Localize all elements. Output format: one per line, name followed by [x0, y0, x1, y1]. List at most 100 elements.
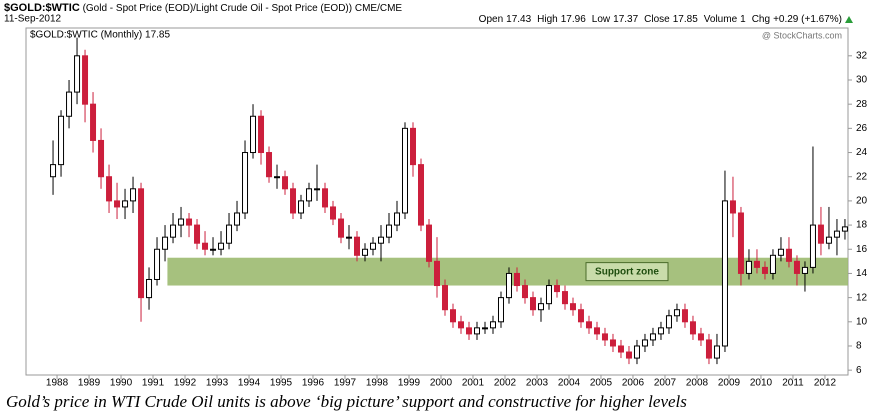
candle-body [441, 285, 448, 311]
candle-body [234, 212, 241, 226]
quote-label: High [537, 14, 558, 25]
x-tick-label: 2006 [622, 378, 645, 389]
candle-body [785, 248, 792, 262]
x-tick-label: 2007 [654, 378, 677, 389]
candle-body [641, 339, 648, 347]
quote-label: Low [592, 14, 611, 25]
quote: Open 17.43 High 17.96 Low 17.37 Close 17.85 Volu… [479, 14, 842, 25]
candle-body [58, 115, 65, 166]
candle-body [434, 260, 440, 287]
x-tick-label: 2001 [462, 378, 485, 389]
candle-body [186, 218, 193, 226]
candle-body [713, 345, 720, 359]
candle-body [314, 188, 321, 191]
candle-body [74, 55, 81, 93]
quote-value: 17.43 [506, 14, 531, 25]
candle-body [298, 200, 305, 214]
quote-label: Open [479, 14, 503, 25]
candle-body [346, 236, 353, 239]
candle-body [418, 164, 425, 226]
header-title: $GOLD:$WTIC (Gold - Spot Price (EOD)/Lig… [4, 2, 402, 14]
x-tick-label: 1996 [302, 378, 325, 389]
y-tick-label: 12 [856, 292, 868, 303]
candle-body [825, 236, 832, 244]
candle-body [90, 103, 97, 141]
candle-body [250, 115, 257, 154]
date: 11-Sep-2012 [4, 14, 62, 25]
x-tick-label: 2008 [686, 378, 709, 389]
candle-body [154, 248, 161, 280]
candle-body [322, 188, 329, 208]
candle-body [649, 333, 656, 341]
legend: $GOLD:$WTIC (Monthly) 17.85 [30, 30, 170, 41]
candle-body [529, 297, 536, 311]
candle-body [665, 315, 672, 329]
quote-value: 17.96 [561, 14, 586, 25]
candle-body [410, 127, 417, 166]
candle-body [402, 127, 409, 214]
quote-value: 17.85 [673, 14, 698, 25]
x-tick-label: 1992 [174, 378, 197, 389]
candle-body [226, 224, 233, 244]
candle-body [457, 321, 464, 329]
x-tick-label: 1998 [366, 378, 389, 389]
candle-body [473, 327, 480, 335]
candle-body [370, 242, 377, 250]
y-tick-label: 32 [856, 50, 868, 61]
candle-body [673, 309, 680, 317]
y-tick-label: 14 [856, 268, 868, 279]
candle-body [497, 297, 504, 323]
candle-body [513, 272, 520, 287]
candle-body [106, 176, 113, 202]
quote-label: Chg [752, 14, 770, 25]
candle-body [625, 351, 632, 359]
y-tick-label: 8 [856, 341, 862, 352]
candle-body [553, 285, 560, 293]
y-tick-label: 20 [856, 196, 868, 207]
x-tick-label: 2009 [718, 378, 741, 389]
support-zone-label: Support zone [595, 266, 659, 277]
candle-body [426, 224, 433, 262]
candle-body [266, 152, 273, 178]
x-tick-label: 1997 [334, 378, 357, 389]
x-tick-label: 1989 [78, 378, 101, 389]
candle-body [98, 139, 105, 178]
candle-body [394, 212, 401, 226]
y-tick-label: 6 [856, 365, 862, 376]
y-tick-label: 10 [856, 316, 868, 327]
x-tick-label: 2004 [558, 378, 581, 389]
x-tick-label: 2012 [814, 378, 837, 389]
candle-body [122, 200, 129, 208]
y-tick-label: 28 [856, 99, 868, 110]
candle-body [354, 236, 361, 256]
candle-body [585, 321, 592, 329]
x-tick-label: 1990 [110, 378, 133, 389]
candle-body [577, 309, 584, 323]
x-tick-label: 2002 [494, 378, 517, 389]
candle-body [481, 327, 488, 330]
candle-body [274, 176, 281, 179]
symbol: $GOLD:$WTIC [4, 2, 80, 14]
candle-body [617, 345, 624, 353]
candle-body [729, 200, 736, 214]
candle-body [841, 226, 848, 232]
quote-value: 17.37 [613, 14, 638, 25]
candle-body [545, 285, 552, 305]
change-arrow [845, 16, 853, 23]
support-zone-label-box [585, 262, 669, 282]
y-tick-label: 24 [856, 147, 868, 158]
candle-body [761, 266, 768, 274]
y-tick-label: 18 [856, 220, 868, 231]
candle-body [601, 333, 608, 341]
candle-body [66, 91, 73, 117]
caption: Gold’s price in WTI Crude Oil units is a… [6, 392, 687, 411]
candle-body [833, 230, 840, 238]
description: (Gold - Spot Price (EOD)/Light Crude Oil… [83, 3, 353, 14]
x-tick-label: 2010 [750, 378, 773, 389]
plot-frame [25, 27, 849, 376]
y-tick-label: 30 [856, 75, 868, 86]
candle-body [681, 309, 688, 323]
quote-label: Volume [704, 14, 738, 25]
candle-body [521, 285, 528, 299]
